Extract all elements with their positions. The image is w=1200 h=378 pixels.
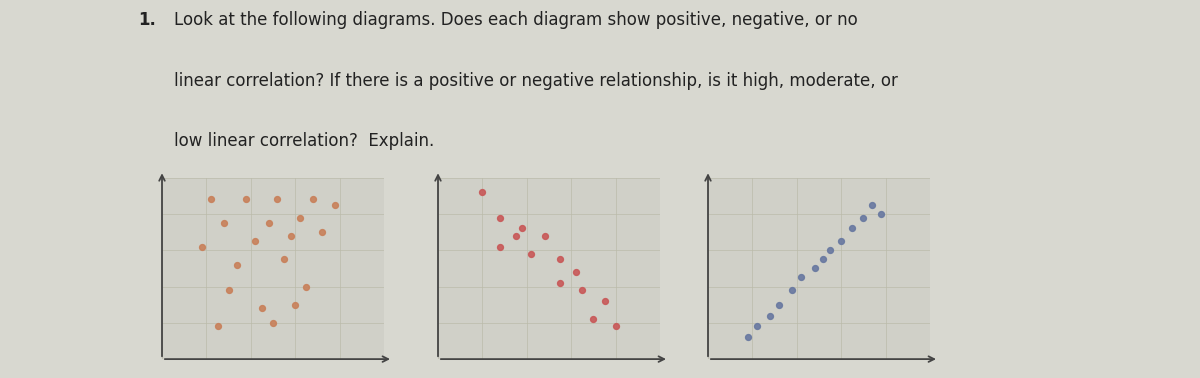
Point <box>551 280 570 286</box>
Point <box>290 215 310 221</box>
Point <box>863 202 882 208</box>
Point <box>491 215 510 221</box>
Text: B: B <box>544 377 554 378</box>
Point <box>871 211 890 217</box>
Point <box>769 302 788 308</box>
Point <box>473 189 492 195</box>
Point <box>202 197 221 203</box>
Point <box>304 197 323 203</box>
Point <box>566 269 586 275</box>
Point <box>192 243 211 249</box>
Point <box>595 298 614 304</box>
Point <box>832 238 851 244</box>
Text: low linear correlation?  Explain.: low linear correlation? Explain. <box>174 132 434 150</box>
Point <box>782 287 802 293</box>
Point <box>792 274 811 280</box>
Point <box>215 220 234 226</box>
Point <box>606 324 625 330</box>
Point <box>275 256 294 262</box>
Text: C: C <box>814 377 824 378</box>
Point <box>821 247 840 253</box>
Text: Look at the following diagrams. Does each diagram show positive, negative, or no: Look at the following diagrams. Does eac… <box>174 11 858 29</box>
Point <box>252 305 271 311</box>
Point <box>286 302 305 308</box>
Point <box>296 284 316 290</box>
Point <box>264 320 283 326</box>
Point <box>228 262 247 268</box>
Point <box>236 197 256 203</box>
Point <box>842 225 862 231</box>
Point <box>535 233 554 239</box>
Point <box>805 265 824 271</box>
Point <box>522 251 541 257</box>
Text: linear correlation? If there is a positive or negative relationship, is it high,: linear correlation? If there is a positi… <box>174 72 898 90</box>
Point <box>572 287 592 293</box>
Point <box>246 238 265 244</box>
Point <box>208 324 227 330</box>
Point <box>853 215 872 221</box>
Point <box>551 256 570 262</box>
Point <box>325 202 344 208</box>
Text: 1.: 1. <box>138 11 156 29</box>
Point <box>738 334 757 340</box>
Point <box>814 256 833 262</box>
Text: A: A <box>268 377 278 378</box>
Point <box>259 220 278 226</box>
Point <box>506 233 526 239</box>
Point <box>218 287 238 293</box>
Point <box>748 324 767 330</box>
Point <box>312 229 331 235</box>
Point <box>281 233 300 239</box>
Point <box>761 313 780 319</box>
Point <box>268 197 287 203</box>
Point <box>583 316 602 322</box>
Point <box>512 225 532 231</box>
Point <box>491 243 510 249</box>
